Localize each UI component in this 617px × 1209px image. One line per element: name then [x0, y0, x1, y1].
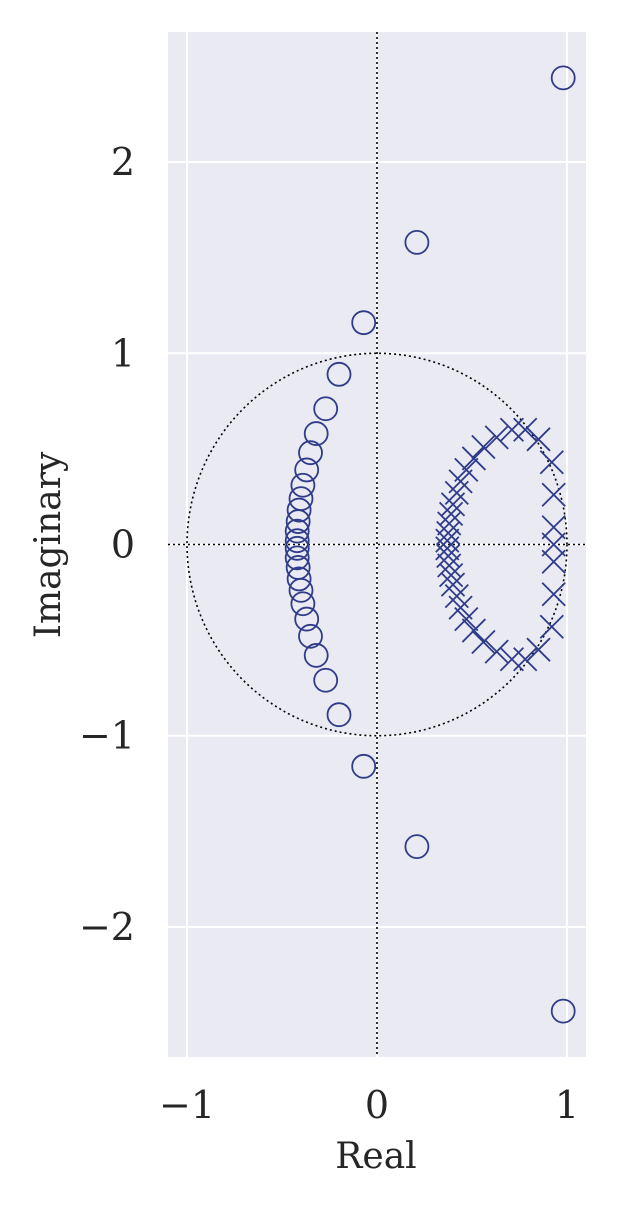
zero-marker — [351, 753, 377, 779]
zero-marker — [313, 396, 339, 422]
pole-marker — [513, 647, 538, 672]
y-tick-label: 2 — [111, 140, 135, 184]
zero-marker — [290, 591, 316, 617]
zero-marker — [351, 310, 377, 336]
pole-marker — [541, 515, 566, 540]
zero-marker — [550, 998, 576, 1024]
pole-marker — [539, 450, 564, 475]
pole-marker — [513, 417, 538, 442]
pole-marker — [471, 434, 496, 460]
zero-marker — [285, 509, 311, 534]
zero-marker — [285, 555, 311, 580]
zero-marker — [404, 229, 430, 255]
zero-marker — [298, 623, 323, 649]
zero-marker — [284, 535, 310, 561]
pole-marker — [541, 482, 566, 507]
zero-marker — [313, 667, 339, 693]
pole-marker — [461, 618, 487, 643]
pole-marker — [461, 446, 487, 471]
zero-marker — [286, 497, 312, 523]
zero-marker — [294, 457, 320, 483]
pole-marker — [541, 582, 566, 607]
zero-marker — [550, 65, 576, 91]
tick-labels: −1 0 1 −2 −1 0 1 2 — [79, 140, 579, 1127]
pole-marker — [484, 425, 509, 450]
pole-marker — [435, 536, 460, 561]
zero-marker — [404, 834, 430, 860]
pole-marker — [454, 606, 479, 632]
data-points — [284, 65, 576, 1024]
zero-marker — [294, 606, 320, 632]
reference-lines — [168, 32, 586, 1057]
pole-marker — [471, 629, 496, 655]
zero-marker — [326, 702, 352, 728]
y-tick-label: 1 — [111, 331, 135, 375]
zero-marker — [298, 440, 323, 466]
pole-marker — [526, 637, 551, 662]
zero-marker — [290, 472, 316, 498]
y-tick-label: −1 — [79, 714, 135, 758]
pole-marker — [539, 614, 564, 639]
pole-marker — [435, 528, 460, 553]
y-tick-label: −2 — [79, 905, 135, 949]
pole-marker — [541, 549, 566, 574]
x-axis-label: Real — [335, 1136, 416, 1177]
zero-marker — [326, 361, 352, 387]
unit-circle — [186, 352, 568, 737]
x-tick-label: −1 — [159, 1083, 215, 1127]
zero-marker — [303, 643, 329, 668]
pole-marker — [454, 457, 479, 483]
pole-marker — [484, 639, 509, 664]
y-tick-label: 0 — [111, 523, 135, 567]
pole-marker — [499, 647, 525, 672]
x-tick-label: 0 — [365, 1083, 389, 1127]
zero-marker — [284, 528, 310, 554]
pole-marker — [541, 532, 566, 557]
zero-marker — [303, 421, 329, 446]
zero-marker — [284, 545, 310, 571]
pole-marker — [499, 417, 525, 442]
zero-marker — [286, 566, 312, 592]
y-axis-label: Imaginary — [28, 451, 69, 638]
zero-marker — [284, 518, 310, 544]
x-tick-label: 1 — [555, 1083, 579, 1127]
pole-marker — [526, 427, 551, 452]
